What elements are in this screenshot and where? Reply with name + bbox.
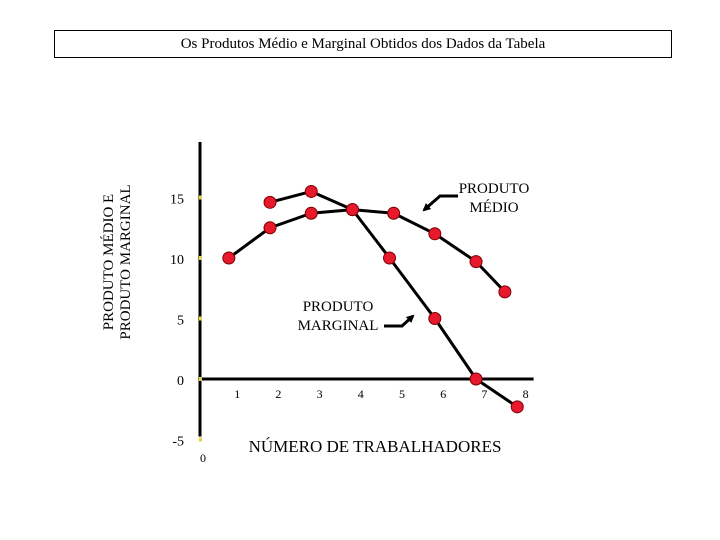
data-point-medio <box>304 206 318 220</box>
data-point-marginal <box>263 195 277 209</box>
y-tick-mark <box>199 256 202 260</box>
x-tick-label: 6 <box>440 387 446 401</box>
y-tick-mark <box>199 377 202 381</box>
data-point-marginal <box>469 372 483 386</box>
x-origin-label: 0 <box>200 451 206 465</box>
data-point-medio <box>469 255 483 269</box>
data-point-medio <box>428 227 442 241</box>
y-tick-mark <box>199 195 202 200</box>
series-label-medio-line-2: MÉDIO <box>469 199 518 216</box>
series-label-marginal-line-2: MARGINAL <box>298 318 379 334</box>
y-tick-label: 15 <box>170 193 184 208</box>
y-tick-label: 5 <box>177 314 184 329</box>
x-tick-label: 1 <box>234 387 240 401</box>
y-tick-label: 10 <box>170 253 184 268</box>
medio-arrow <box>422 194 458 212</box>
data-point-medio <box>222 251 236 265</box>
x-tick-label: 7 <box>481 387 487 401</box>
series-label-medio-line-1: PRODUTO <box>459 181 530 197</box>
x-tick-label: 5 <box>399 387 405 401</box>
data-point-marginal <box>304 184 318 198</box>
chart-title: Os Produtos Médio e Marginal Obtidos dos… <box>54 30 672 58</box>
data-point-marginal <box>510 400 524 414</box>
data-point-medio <box>387 206 401 220</box>
data-point-marginal <box>383 251 397 265</box>
y-tick-mark <box>199 316 202 321</box>
data-point-marginal <box>428 312 442 325</box>
x-tick-label: 4 <box>358 387 364 401</box>
series-label-marginal-line-1: PRODUTO <box>303 299 374 315</box>
x-tick-label: 2 <box>275 387 281 401</box>
data-point-medio <box>498 285 512 299</box>
data-point-medio <box>263 221 277 235</box>
y-tick-mark <box>199 437 202 442</box>
y-tick-label: 0 <box>177 374 184 389</box>
x-tick-label: 8 <box>523 387 529 401</box>
y-tick-label: -5 <box>172 435 184 450</box>
series-line-produto-medio <box>227 208 506 293</box>
x-tick-label: 3 <box>317 387 323 401</box>
data-point-marginal <box>345 203 359 217</box>
x-axis-label: NÚMERO DE TRABALHADORES <box>249 437 502 456</box>
marginal-arrow <box>384 314 415 328</box>
